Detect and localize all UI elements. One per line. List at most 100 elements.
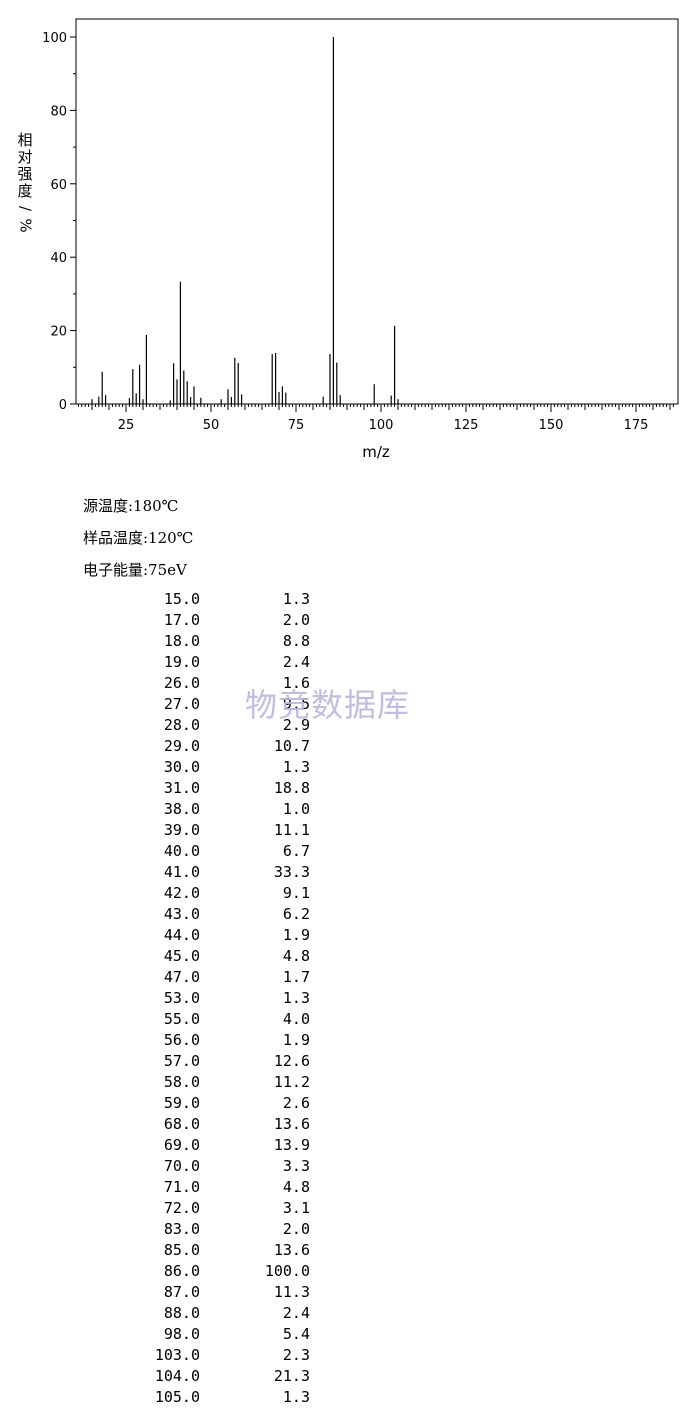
peak-row: 85.0 13.6 — [0, 1241, 400, 1262]
peak-intensity: 21.3 — [273, 1367, 310, 1385]
peak-row: 45.0 4.8 — [0, 947, 400, 968]
peak-intensity: 13.6 — [273, 1115, 310, 1133]
peak-mz: 70.0 — [163, 1157, 200, 1175]
peak-row: 18.0 8.8 — [0, 632, 400, 653]
peak-row: 87.0 11.3 — [0, 1283, 400, 1304]
peak-row: 31.0 18.8 — [0, 779, 400, 800]
peak-intensity: 1.3 — [282, 590, 310, 608]
sample-temperature: 样品温度:120℃ — [83, 529, 194, 547]
peak-row: 30.0 1.3 — [0, 758, 400, 779]
peak-row: 83.0 2.0 — [0, 1220, 400, 1241]
peak-intensity: 9.1 — [282, 884, 310, 902]
peak-mz: 26.0 — [163, 674, 200, 692]
peak-mz: 103.0 — [154, 1346, 200, 1364]
peak-mz: 86.0 — [163, 1262, 200, 1280]
x-tick-label: 75 — [288, 418, 305, 433]
y-tick-label: 100 — [42, 31, 67, 46]
peak-mz: 30.0 — [163, 758, 200, 776]
peak-intensity: 1.9 — [282, 926, 310, 944]
peak-mz: 85.0 — [163, 1241, 200, 1259]
peak-mz: 29.0 — [163, 737, 200, 755]
x-tick-label: 50 — [203, 418, 220, 433]
peak-mz: 39.0 — [163, 821, 200, 839]
peak-mz: 59.0 — [163, 1094, 200, 1112]
mass-spectrum-chart: 0 20 40 60 80 100 25 50 75 100 125 150 175 m/z — [42, 18, 679, 461]
peak-row: 40.0 6.7 — [0, 842, 400, 863]
peak-row: 105.0 1.3 — [0, 1388, 400, 1409]
peak-mz: 38.0 — [163, 800, 200, 818]
y-axis-title-char: 度 — [17, 182, 33, 200]
peak-row: 86.0 100.0 — [0, 1262, 400, 1283]
peak-row: 104.0 21.3 — [0, 1367, 400, 1388]
peak-row: 72.0 3.1 — [0, 1199, 400, 1220]
peak-intensity: 1.7 — [282, 968, 310, 986]
y-axis-title-char: % — [16, 218, 35, 233]
peak-mz: 15.0 — [163, 590, 200, 608]
peak-intensity: 1.9 — [282, 1031, 310, 1049]
plot-frame — [75, 18, 679, 405]
peak-row: 69.0 13.9 — [0, 1136, 400, 1157]
source-temperature: 源温度:180℃ — [83, 497, 179, 515]
peak-row: 59.0 2.6 — [0, 1094, 400, 1115]
peak-mz: 27.0 — [163, 695, 200, 713]
peak-intensity: 4.8 — [282, 947, 310, 965]
peak-row: 38.0 1.0 — [0, 800, 400, 821]
peak-row: 57.0 12.6 — [0, 1052, 400, 1073]
peak-mz: 41.0 — [163, 863, 200, 881]
peak-row: 55.0 4.0 — [0, 1010, 400, 1031]
x-tick-label: 125 — [454, 418, 479, 433]
peak-row: 17.0 2.0 — [0, 611, 400, 632]
peak-intensity: 6.7 — [282, 842, 310, 860]
peak-row: 98.0 5.4 — [0, 1325, 400, 1346]
peak-intensity: 13.6 — [273, 1241, 310, 1259]
x-axis-title: m/z — [362, 443, 390, 461]
peak-intensity: 2.9 — [282, 716, 310, 734]
peak-mz: 104.0 — [154, 1367, 200, 1385]
peak-row: 58.0 11.2 — [0, 1073, 400, 1094]
x-tick-label: 100 — [369, 418, 394, 433]
peak-mz: 47.0 — [163, 968, 200, 986]
peak-row: 70.0 3.3 — [0, 1157, 400, 1178]
peak-mz: 28.0 — [163, 716, 200, 734]
peak-mz: 53.0 — [163, 989, 200, 1007]
peak-mz: 43.0 — [163, 905, 200, 923]
peak-intensity: 2.0 — [282, 1220, 310, 1238]
peak-intensity: 5.4 — [282, 1325, 310, 1343]
peak-mz: 72.0 — [163, 1199, 200, 1217]
peak-row: 19.0 2.4 — [0, 653, 400, 674]
peak-mz: 105.0 — [154, 1388, 200, 1406]
peak-row: 71.0 4.8 — [0, 1178, 400, 1199]
peak-intensity: 6.2 — [282, 905, 310, 923]
electron-energy: 电子能量:75eV — [83, 561, 187, 579]
peak-row: 28.0 2.9 — [0, 716, 400, 737]
peak-mz: 44.0 — [163, 926, 200, 944]
peak-mz: 45.0 — [163, 947, 200, 965]
peak-intensity: 2.0 — [282, 611, 310, 629]
peak-mz: 88.0 — [163, 1304, 200, 1322]
peak-intensity: 2.6 — [282, 1094, 310, 1112]
peak-row: 39.0 11.1 — [0, 821, 400, 842]
y-tick-label: 60 — [50, 178, 67, 193]
peak-row: 68.0 13.6 — [0, 1115, 400, 1136]
peak-mz: 98.0 — [163, 1325, 200, 1343]
x-tick-label: 25 — [118, 418, 135, 433]
y-axis-title-char: 对 — [17, 148, 33, 166]
watermark-text: 物竞数据库 — [245, 686, 411, 724]
peak-mz: 31.0 — [163, 779, 200, 797]
peak-intensity: 11.1 — [273, 821, 310, 839]
peak-intensity: 2.4 — [282, 653, 310, 671]
y-axis-title-char: 相 — [17, 131, 33, 149]
peak-intensity: 13.9 — [273, 1136, 310, 1154]
peak-intensity: 1.3 — [282, 1388, 310, 1406]
peak-intensity: 2.3 — [282, 1346, 310, 1364]
y-tick-label: 0 — [59, 398, 67, 413]
peak-mz: 17.0 — [163, 611, 200, 629]
x-axis-ticks: 25 50 75 100 125 150 175 — [77, 404, 674, 433]
spectrum-bars — [91, 37, 399, 404]
peak-row: 42.0 9.1 — [0, 884, 400, 905]
peak-intensity: 2.4 — [282, 1304, 310, 1322]
peak-mz: 68.0 — [163, 1115, 200, 1133]
y-axis-title: 相对强度 /% — [14, 132, 36, 234]
peak-mz: 55.0 — [163, 1010, 200, 1028]
peak-intensity: 12.6 — [273, 1052, 310, 1070]
